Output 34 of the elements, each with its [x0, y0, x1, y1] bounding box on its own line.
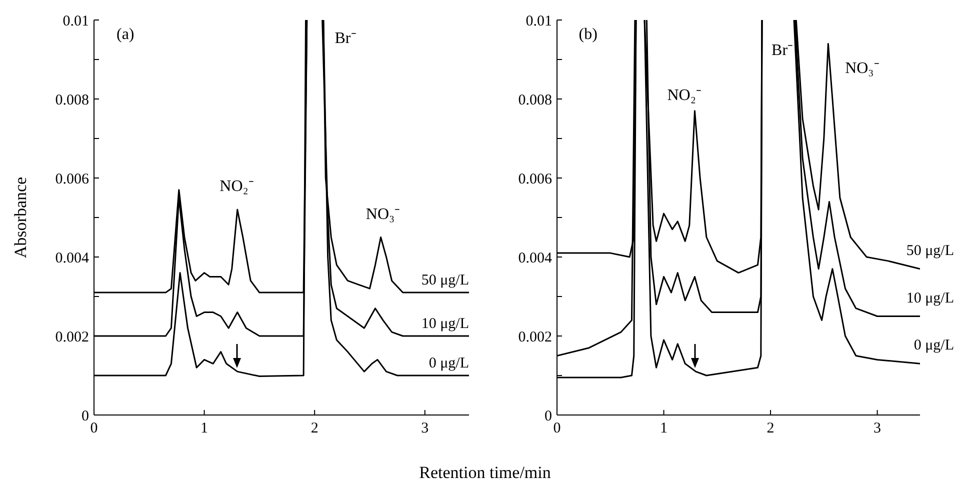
y-axis-title: Absorbance [11, 176, 30, 258]
series-label: 0 μg/L [428, 356, 469, 372]
annotation: NO₃⁻ [366, 204, 400, 224]
y-tick-label: 0.008 [55, 92, 89, 108]
y-tick-label: 0 [82, 408, 89, 424]
y-tick-label: 0.002 [55, 329, 89, 346]
x-tick-label: 3 [874, 420, 882, 437]
y-tick-label: 0.002 [518, 329, 552, 346]
y-tick-label: 0.01 [526, 13, 552, 30]
annotation: (b) [578, 26, 598, 44]
annotation: NO₂⁻ [220, 177, 254, 196]
annotation: Br⁻ [334, 28, 356, 48]
series-label: 50 μg/L [421, 272, 469, 289]
annotation: NO₂⁻ [667, 86, 701, 106]
y-tick-label: 0.004 [518, 250, 552, 266]
series-label: 10 μg/L [906, 290, 954, 306]
series-label: 0 μg/L [914, 338, 954, 354]
x-axis-title: Retention time/min [418, 463, 552, 483]
x-tick-label: 1 [660, 420, 668, 437]
x-tick-label: 1 [200, 420, 208, 437]
x-tick-label: 2 [310, 420, 318, 437]
y-tick-label: 0 [544, 408, 552, 424]
y-tick-label: 0.01 [62, 13, 89, 30]
y-tick-label: 0.008 [518, 92, 552, 108]
y-tick-label: 0.006 [55, 171, 90, 188]
annotation: Br⁻ [772, 40, 793, 60]
annotation: NO₃⁻ [845, 58, 879, 78]
series-label: 50 μg/L [906, 242, 954, 259]
annotation: (a) [116, 26, 134, 44]
series-label: 10 μg/L [421, 316, 469, 332]
x-tick-label: 3 [421, 420, 429, 437]
y-tick-label: 0.004 [55, 250, 90, 266]
x-tick-label: 2 [766, 420, 774, 437]
y-tick-label: 0.006 [518, 171, 552, 188]
